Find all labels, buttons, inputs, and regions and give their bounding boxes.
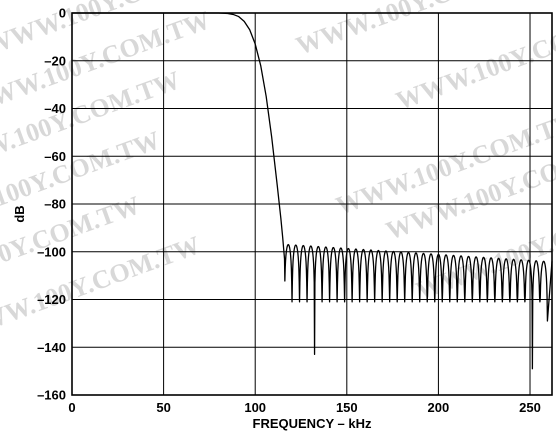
x-tick-label: 100 [244, 400, 266, 415]
y-axis-title: dB [12, 205, 27, 222]
y-tick-label: –160 [37, 388, 66, 403]
x-tick-label: 150 [336, 400, 358, 415]
x-tick-label: 250 [519, 400, 541, 415]
y-tick-label: –120 [37, 292, 66, 307]
plot-border [71, 12, 553, 396]
y-tick-label: –140 [37, 340, 66, 355]
y-tick-label: –80 [44, 197, 66, 212]
x-tick-label: 0 [68, 400, 75, 415]
x-tick-label: 50 [156, 400, 170, 415]
y-tick-label: –40 [44, 101, 66, 116]
x-axis-title: FREQUENCY – kHz [253, 416, 372, 431]
y-axis-ticks: 0 –20 –40 –60 –80 –100 –120 –140 –160 [37, 6, 66, 403]
grid [72, 13, 552, 395]
x-tick-label: 200 [428, 400, 450, 415]
y-tick-label: –100 [37, 244, 66, 259]
y-tick-label: –20 [44, 53, 66, 68]
x-axis-ticks: 0 50 100 150 200 250 [68, 400, 540, 415]
y-tick-label: 0 [59, 6, 66, 21]
response-curve [72, 12, 553, 370]
y-tick-label: –60 [44, 149, 66, 164]
